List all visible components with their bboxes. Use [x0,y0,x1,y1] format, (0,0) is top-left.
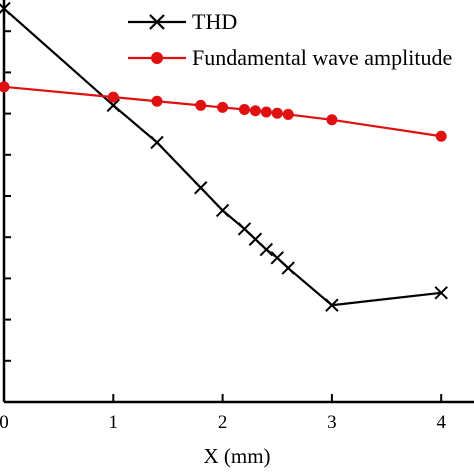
data-point-circle-marker [238,103,250,115]
legend: THD Fundamental wave amplitude [128,9,452,70]
data-point-x-marker [237,222,252,236]
data-point-circle-marker [282,108,294,120]
data-point-x-marker [248,232,263,246]
data-point-x-marker [150,135,164,150]
data-point-x-marker [0,1,11,16]
data-point-x-marker [270,251,284,265]
axes: 0 1 2 3 4 [0,0,474,433]
legend-item: Fundamental wave amplitude [128,45,452,70]
marker-stroke [0,1,11,14]
data-point-x-marker [215,203,230,218]
series-layer [0,1,448,312]
marker-stroke [215,203,230,218]
data-point-x-marker [106,98,121,113]
x-tick-label: 2 [218,412,228,433]
marker-stroke [325,298,339,312]
data-point-circle-marker [195,99,207,111]
marker-stroke [237,222,252,236]
marker-stroke [270,251,284,265]
x-tick-label: 3 [327,412,337,433]
marker-stroke [150,135,164,150]
marker-stroke [194,181,208,195]
legend-label: Fundamental wave amplitude [192,45,452,70]
data-point-circle-marker [271,107,283,119]
marker-stroke [434,286,448,300]
data-point-x-marker [259,242,274,257]
marker-stroke [106,98,121,113]
marker-stroke [248,232,263,246]
x-axis-label: X (mm) [203,444,270,468]
data-point-circle-marker [249,105,261,117]
data-point-circle-marker [435,130,447,142]
x-tick-label: 4 [436,412,446,433]
data-point-circle-marker [151,95,163,107]
legend-marker [151,52,163,64]
series-fundamental-amplitude [0,81,447,142]
data-point-x-marker [281,261,295,275]
data-point-circle-marker [326,114,338,126]
data-point-x-marker [434,286,448,300]
data-point-circle-marker [217,101,229,113]
series-thd [0,1,448,312]
legend-item: THD [128,9,237,34]
x-tick-label: 1 [109,412,119,433]
marker-stroke [259,242,274,257]
legend-label: THD [192,9,237,34]
data-point-x-marker [325,298,339,312]
data-point-circle-marker [107,91,119,103]
x-tick-label: 0 [0,412,9,433]
data-point-circle-marker [0,81,10,93]
legend-marker [149,14,165,30]
data-point-circle-marker [260,106,272,118]
data-point-x-marker [194,181,208,195]
marker-stroke [281,261,295,275]
